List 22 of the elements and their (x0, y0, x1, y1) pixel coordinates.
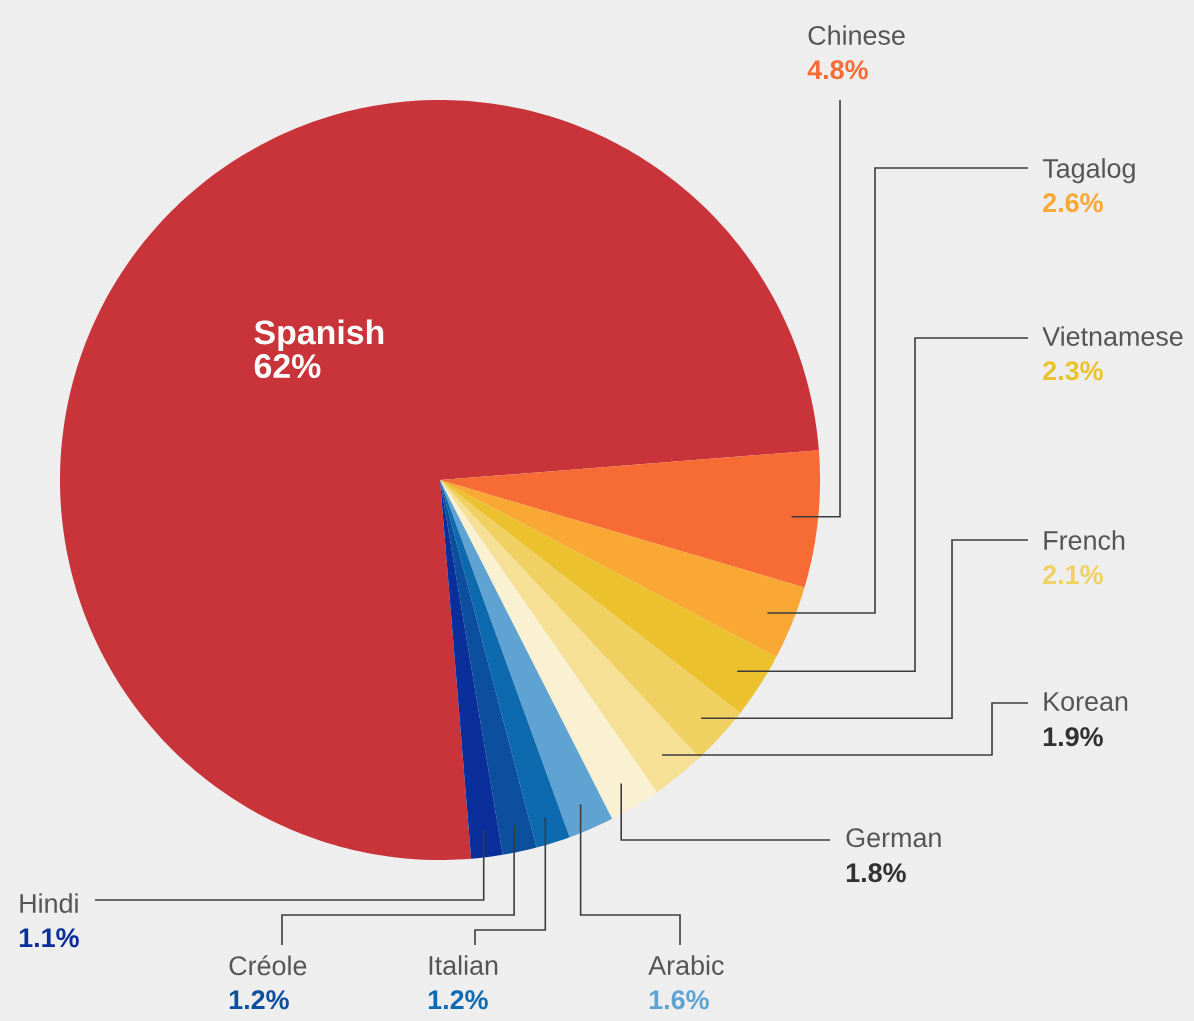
data-label: 2.6% (1043, 193, 1103, 213)
slice-label: Spanish (254, 319, 384, 352)
data-label: 1.1% (19, 928, 79, 948)
slice-label: Korean (1044, 692, 1128, 711)
slice-label: Vietnamese (1042, 326, 1183, 346)
data-label: 62% (254, 354, 321, 379)
slice-label: Créole (229, 955, 307, 976)
data-label: 4.8% (807, 60, 868, 80)
data-label: 2.1% (1043, 565, 1103, 585)
data-label: 1.6% (649, 990, 709, 1010)
slice-label: Arabic (648, 955, 724, 975)
slice-label: French (1044, 530, 1125, 550)
slice-label: Tagalog (1042, 158, 1135, 184)
slice-label: Italian (429, 955, 498, 975)
slice-label: Hindi (20, 893, 78, 913)
data-label: 1.9% (1043, 727, 1103, 747)
data-label: 1.2% (229, 990, 289, 1010)
slice-label: Chinese (808, 25, 905, 45)
data-label: 2.3% (1043, 361, 1103, 381)
data-label: 1.8% (846, 863, 906, 883)
data-label: 1.2% (428, 990, 488, 1010)
slice-label: German (846, 828, 941, 848)
